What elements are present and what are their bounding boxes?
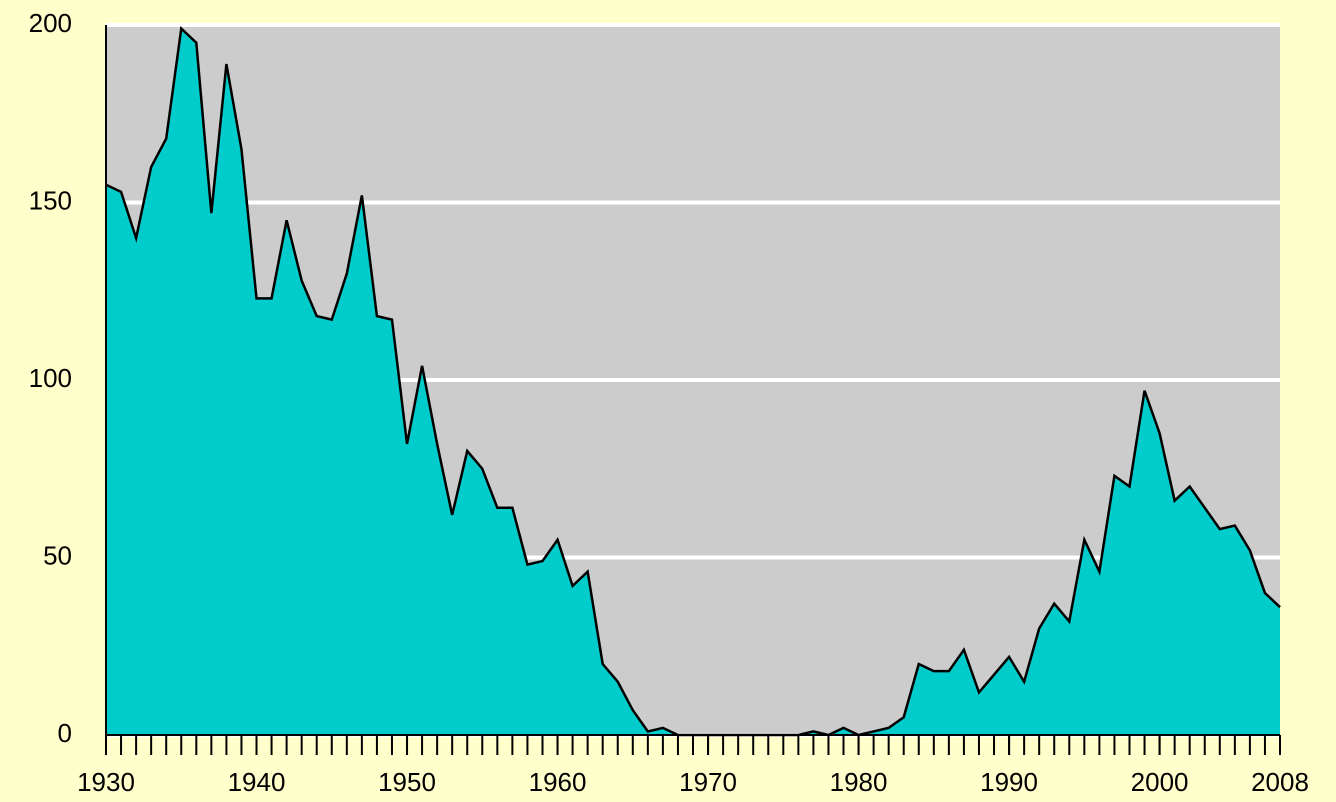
y-tick-label: 100: [29, 363, 72, 393]
x-tick-label: 2008: [1251, 767, 1309, 797]
y-tick-label: 150: [29, 185, 72, 215]
x-tick-label: 1970: [679, 767, 737, 797]
x-tick-label: 2000: [1131, 767, 1189, 797]
x-tick-label: 1960: [529, 767, 587, 797]
y-tick-label: 200: [29, 8, 72, 38]
area: [106, 28, 1280, 736]
x-tick-label: 1980: [830, 767, 888, 797]
x-tick-label: 1940: [228, 767, 286, 797]
y-tick-label: 50: [43, 540, 72, 570]
y-tick-label: 0: [58, 718, 72, 748]
x-tick-label: 1950: [378, 767, 436, 797]
x-tick-label: 1990: [980, 767, 1038, 797]
x-tick-label: 1930: [77, 767, 135, 797]
